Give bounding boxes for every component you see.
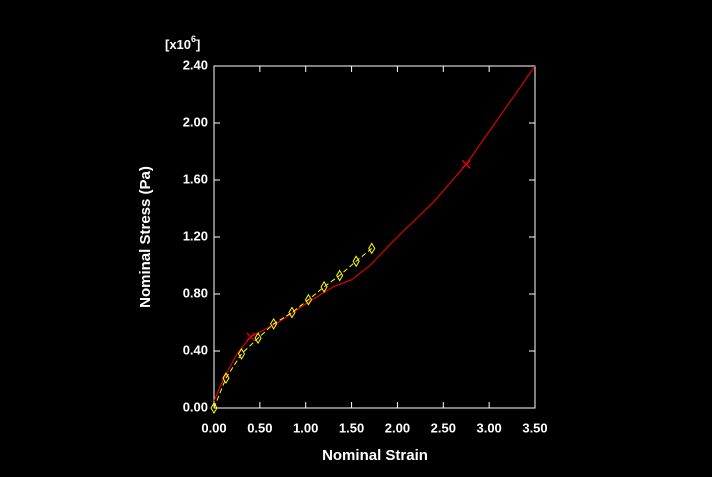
data-point <box>461 159 471 169</box>
data-point <box>368 242 376 255</box>
data-point <box>210 402 218 414</box>
data-point <box>304 293 313 306</box>
x-tick-label: 1.00 <box>293 420 318 435</box>
series-line <box>213 248 373 409</box>
x-tick-label: 2.50 <box>431 420 456 435</box>
y-tick-label: 0.40 <box>183 342 208 357</box>
x-tick-label: 1.50 <box>339 420 364 435</box>
y-axis-label: Nominal Stress (Pa) <box>137 166 154 308</box>
y-multiplier: [x106] <box>165 34 200 52</box>
data-point <box>320 280 328 293</box>
y-tick-label: 0.80 <box>183 285 208 300</box>
x-tick-label: 3.00 <box>476 420 501 435</box>
series-line <box>213 65 536 402</box>
data-point <box>222 372 230 385</box>
data-point <box>270 317 278 330</box>
data-point <box>254 332 262 345</box>
y-tick-label: 2.40 <box>183 57 208 72</box>
data-point <box>237 347 246 360</box>
data-point <box>336 269 344 282</box>
data-point <box>246 332 256 342</box>
multiplier-exponent: 6 <box>191 34 196 44</box>
multiplier-prefix: [x10 <box>165 37 191 52</box>
x-tick-label: 0.00 <box>201 420 226 435</box>
y-tick-label: 0.00 <box>183 399 208 414</box>
x-tick-label: 3.50 <box>522 420 547 435</box>
multiplier-suffix: ] <box>196 37 200 52</box>
data-point <box>352 255 360 268</box>
x-tick-label: 0.50 <box>247 420 272 435</box>
x-tick-label: 2.00 <box>385 420 410 435</box>
y-tick-label: 2.00 <box>183 114 208 129</box>
y-tick-label: 1.20 <box>183 228 208 243</box>
y-tick-label: 1.60 <box>183 171 208 186</box>
data-point <box>288 306 296 319</box>
x-axis-label: Nominal Strain <box>322 447 428 464</box>
